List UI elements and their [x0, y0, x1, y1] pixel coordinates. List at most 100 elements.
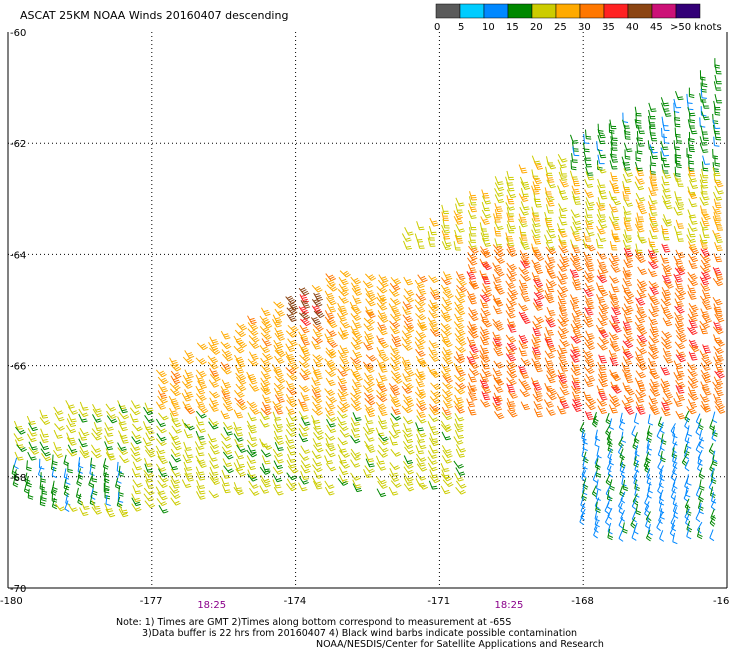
barb-staff	[104, 503, 109, 512]
wind-barb	[313, 432, 324, 441]
barb-staff	[337, 375, 343, 385]
barb-flag	[162, 400, 168, 404]
barb-flag	[160, 377, 166, 382]
barb-flag	[293, 470, 299, 474]
barb-flag	[435, 297, 441, 300]
barb-flag	[406, 379, 412, 382]
barb-flag	[212, 372, 218, 375]
barb-flag	[302, 313, 308, 317]
barb-flag	[499, 260, 505, 264]
barb-flag	[405, 315, 411, 319]
wind-barb	[402, 301, 413, 310]
barb-flag	[380, 420, 387, 423]
barb-flag	[173, 364, 179, 369]
barb-staff	[325, 463, 332, 472]
barb-flag	[394, 340, 400, 344]
barb-staff	[337, 331, 344, 340]
wind-barb	[388, 486, 399, 496]
barb-staff	[427, 304, 435, 312]
wind-barb	[119, 504, 128, 514]
barb-flag	[456, 316, 462, 319]
barb-flag	[461, 491, 466, 495]
barb-flag	[276, 464, 283, 468]
barb-staff	[339, 429, 346, 438]
barb-flag	[276, 319, 282, 322]
barb-flag	[175, 445, 181, 449]
barb-flag	[304, 321, 310, 325]
barb-staff	[50, 460, 54, 470]
barb-staff	[156, 433, 163, 442]
barb-flag	[458, 479, 464, 482]
wind-barb	[235, 468, 246, 477]
barb-flag	[159, 422, 165, 426]
barb-staff	[53, 441, 58, 451]
barb-flag	[277, 491, 283, 494]
wind-barb	[364, 330, 374, 340]
barb-staff	[274, 442, 280, 451]
wind-barb	[195, 393, 207, 402]
wind-barb	[441, 455, 452, 464]
wind-barb	[131, 493, 141, 503]
wind-barb	[468, 344, 479, 353]
wind-barb	[75, 487, 82, 500]
barb-flag	[12, 470, 18, 475]
barb-staff	[130, 400, 137, 409]
wind-barb	[456, 278, 467, 287]
barb-flag	[148, 490, 154, 494]
barb-flag	[498, 290, 504, 293]
barb-flag	[56, 449, 62, 451]
barb-flag	[288, 347, 295, 351]
barb-flag	[459, 371, 465, 375]
wind-barb	[429, 444, 439, 454]
wind-barb	[182, 374, 193, 384]
barb-staff	[170, 448, 177, 457]
wind-barb	[129, 413, 139, 423]
wind-barb	[299, 294, 309, 303]
wind-barb	[364, 372, 375, 381]
barb-flag	[444, 424, 450, 427]
barb-flag	[407, 419, 413, 423]
barb-staff	[337, 289, 345, 297]
barb-flag	[495, 278, 501, 281]
barb-flag	[200, 391, 206, 395]
barb-flag	[445, 358, 451, 362]
wind-barb	[455, 382, 467, 390]
barb-flag	[110, 458, 116, 461]
barb-flag	[331, 302, 337, 306]
barb-flag	[316, 375, 322, 378]
barb-staff	[195, 357, 203, 365]
wind-barb	[286, 306, 298, 315]
wind-barb	[105, 508, 116, 518]
barb-flag	[292, 327, 298, 331]
barb-flag	[82, 438, 88, 441]
wind-barb	[375, 401, 387, 410]
barb-flag	[393, 292, 399, 296]
wind-barb	[247, 444, 257, 454]
barb-flag	[446, 397, 452, 401]
barb-staff	[311, 299, 319, 307]
wind-barb	[339, 270, 351, 278]
barb-flag	[316, 427, 322, 430]
barb-flag	[498, 414, 504, 418]
barb-flag	[265, 341, 271, 345]
barb-flag	[303, 375, 309, 379]
barb-staff	[417, 481, 424, 490]
barb-flag	[394, 451, 400, 456]
barb-staff	[220, 366, 228, 375]
barb-flag	[329, 452, 335, 456]
barb-flag	[520, 368, 526, 371]
wind-barb	[50, 484, 57, 496]
barb-flag	[341, 289, 346, 294]
barb-flag	[497, 181, 503, 184]
barb-staff	[105, 508, 111, 518]
barb-flag	[316, 287, 322, 291]
barb-flag	[236, 346, 242, 351]
barb-staff	[144, 473, 149, 483]
barb-flag	[382, 318, 388, 322]
wind-barb	[338, 283, 349, 292]
barb-flag	[423, 486, 429, 490]
barb-staff	[248, 480, 255, 489]
barb-flag	[276, 370, 282, 374]
barb-staff	[352, 361, 358, 371]
barb-flag	[159, 490, 165, 493]
